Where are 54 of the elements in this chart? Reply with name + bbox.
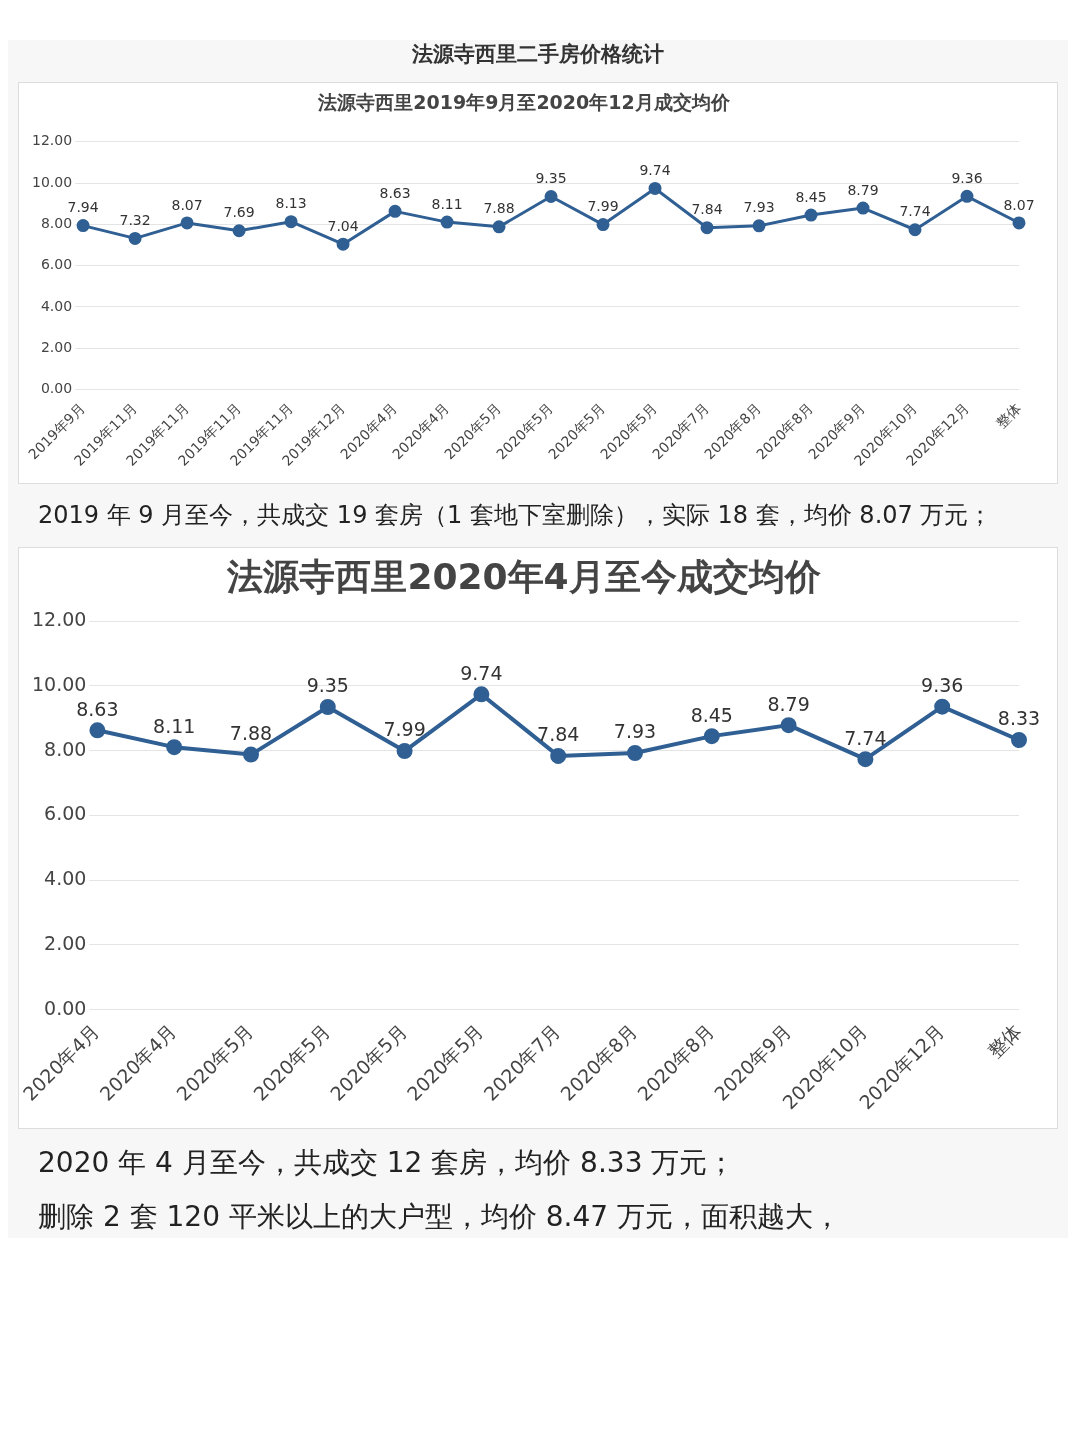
data-label: 7.84 (537, 723, 580, 746)
data-label: 8.07 (171, 196, 203, 213)
data-label: 9.35 (306, 674, 349, 697)
text: 2019 年 9 月至今，共成交 19 套房（1 套地下室删除），实际 18 套，均价 8.07 万元； (38, 500, 994, 531)
y-tick-label: 10.00 (31, 672, 87, 695)
data-label: 8.79 (847, 181, 879, 198)
data-label: 7.74 (899, 203, 931, 220)
data-label: 8.45 (795, 188, 827, 205)
data-label: 9.74 (639, 162, 671, 179)
data-label: 7.93 (613, 720, 657, 743)
data-label: 9.74 (460, 661, 503, 684)
y-tick-label: 8.00 (44, 737, 87, 760)
text: 2020 年 4 月至今，共成交 12 套房，均价 8.33 万元； (38, 1144, 737, 1181)
y-tick-label: 2.00 (44, 931, 87, 954)
y-tick-label: 0.00 (40, 380, 73, 397)
x-tick-label: 整体 (992, 399, 1024, 431)
data-label: 8.79 (767, 692, 810, 715)
y-tick-label: 6.00 (40, 256, 73, 273)
data-label: 8.13 (275, 195, 307, 212)
data-label: 7.93 (743, 199, 775, 216)
data-label: 7.88 (483, 200, 515, 217)
chart-subtitle: 法源寺西里2019年9月至2020年12月成交均价 (317, 91, 731, 114)
x-tick-label: 整体 (982, 1019, 1026, 1062)
data-label: 8.45 (690, 703, 733, 726)
y-tick-label: 2.00 (40, 338, 73, 355)
y-tick-label: 4.00 (40, 297, 73, 314)
y-tick-label: 8.00 (40, 215, 73, 232)
data-label: 9.35 (535, 170, 567, 187)
data-label: 8.11 (431, 195, 463, 212)
y-tick-label: 4.00 (44, 866, 87, 889)
data-label: 9.36 (951, 169, 983, 186)
data-label: 7.04 (327, 217, 359, 234)
data-label: 7.84 (691, 201, 723, 218)
text: 删除 2 套 120 平米以上的大户型，均价 8.47 万元，面积越大， (38, 1199, 842, 1236)
data-label: 7.99 (383, 718, 426, 741)
y-tick-label: 10.00 (31, 173, 73, 190)
y-tick-label: 12.00 (31, 607, 87, 630)
data-label: 8.07 (1003, 196, 1035, 213)
y-tick-label: 6.00 (44, 802, 87, 825)
data-label: 8.11 (153, 714, 196, 737)
y-tick-label: 0.00 (44, 996, 87, 1019)
data-label: 7.32 (119, 212, 151, 229)
data-label: 9.36 (921, 673, 964, 696)
data-label: 8.63 (379, 185, 411, 202)
chart-title: 法源寺西里二手房价格统计 (411, 41, 665, 68)
data-label: 7.99 (587, 198, 619, 215)
data-label: 8.63 (76, 697, 119, 720)
data-label: 7.88 (229, 721, 273, 744)
data-label: 8.33 (997, 707, 1041, 730)
data-label: 7.74 (844, 726, 887, 749)
chart-title: 法源寺西里2020年4月至今成交均价 (226, 555, 821, 597)
data-label: 7.69 (223, 204, 255, 221)
y-tick-label: 12.00 (31, 132, 73, 149)
data-label: 7.94 (67, 199, 99, 216)
